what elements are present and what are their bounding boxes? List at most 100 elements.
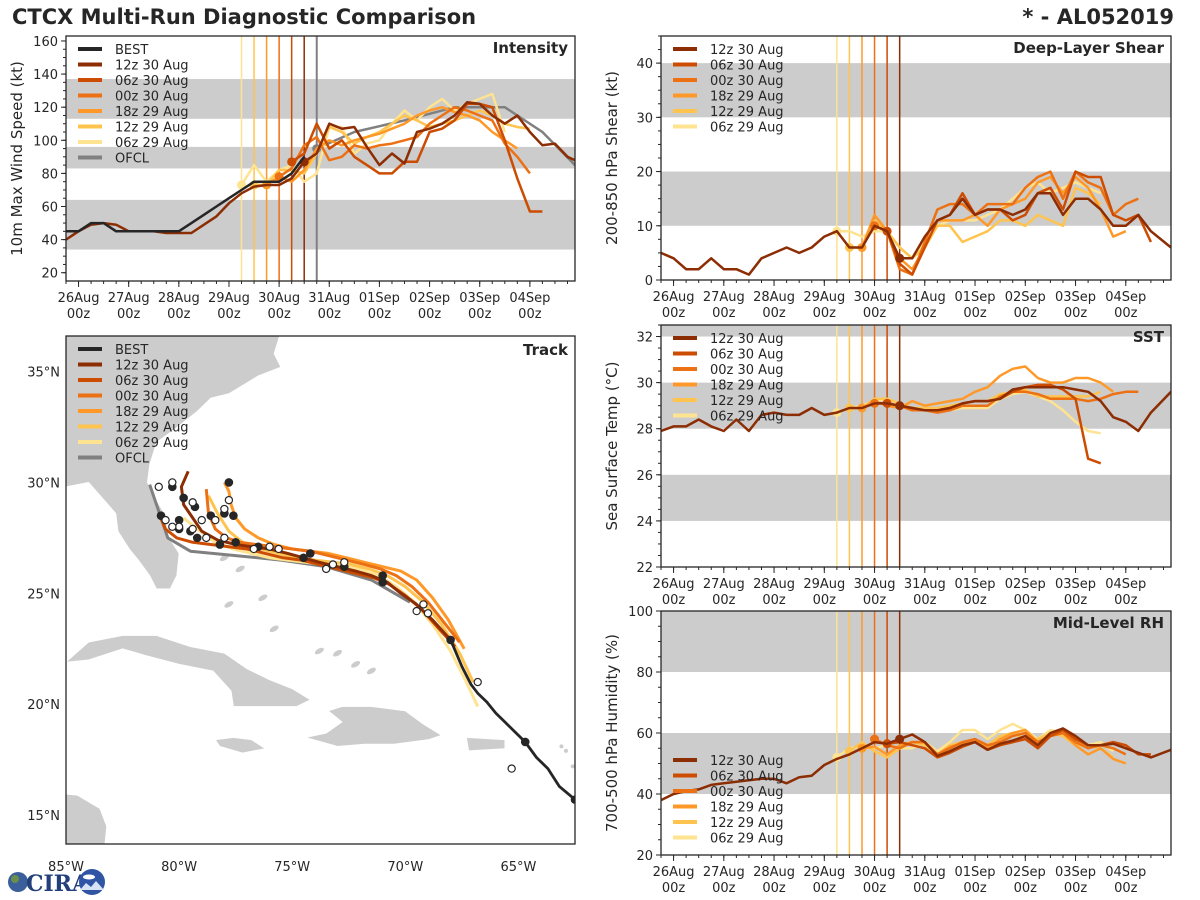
track-marker-filled — [229, 511, 238, 520]
x-tick-label-date: 03Sep — [1055, 577, 1096, 592]
track-marker-filled — [224, 478, 234, 487]
threshold-band — [661, 611, 1171, 672]
landmass-island — [563, 748, 568, 753]
x-tick-label-date: 02Sep — [409, 291, 450, 306]
x-tick-label-hour: 00z — [1064, 881, 1088, 896]
x-tick-label-date: 31Aug — [904, 290, 946, 305]
x-tick-label-date: 28Aug — [753, 577, 795, 592]
x-tick-label-date: 01Sep — [359, 291, 400, 306]
init-marker-12z-30-aug — [895, 253, 905, 263]
landmass-hispaniola — [305, 706, 443, 747]
x-tick-label-hour: 00z — [863, 306, 887, 321]
lon-tick-label: 80°W — [161, 860, 197, 875]
legend-label: 00z 30 Aug — [710, 363, 784, 378]
x-tick-label-date: 30Aug — [854, 865, 896, 880]
threshold-band — [661, 63, 1171, 118]
track-marker-filled — [179, 493, 188, 503]
lon-tick-label: 65°W — [500, 860, 536, 875]
track-marker-filled — [446, 635, 455, 645]
legend-label: 06z 30 Aug — [115, 374, 189, 389]
sst-panel: 22242628303226Aug00z27Aug00z28Aug00z29Au… — [603, 324, 1172, 608]
x-tick-label-date: 02Sep — [1005, 865, 1046, 880]
x-tick-label-date: 28Aug — [753, 290, 795, 305]
x-tick-label-hour: 00z — [963, 881, 987, 896]
y-tick-label: 24 — [636, 515, 653, 530]
plot-frame — [660, 324, 1172, 568]
track-marker-open — [340, 558, 349, 567]
x-tick-label-date: 27Aug — [703, 290, 745, 305]
x-tick-label-hour: 00z — [368, 307, 392, 322]
legend-label: 18z 29 Aug — [115, 405, 189, 420]
x-tick-label-hour: 00z — [712, 306, 736, 321]
x-tick-label-date: 28Aug — [753, 865, 795, 880]
x-tick-label-hour: 00z — [1014, 306, 1038, 321]
y-axis-label: 700-500 hPa Humidity (%) — [603, 634, 621, 832]
track-marker-open — [274, 544, 283, 554]
track-marker-open — [161, 515, 170, 525]
y-axis-label: Sea Surface Temp (°C) — [603, 361, 621, 530]
x-tick-label-hour: 00z — [318, 307, 342, 322]
y-tick-label: 40 — [636, 788, 653, 803]
legend-label: 06z 29 Aug — [115, 136, 189, 151]
y-tick-label: 22 — [636, 561, 653, 576]
y-tick-label: 60 — [636, 727, 653, 742]
legend-label: 00z 30 Aug — [115, 390, 189, 405]
x-tick-label-date: 31Aug — [308, 291, 350, 306]
x-tick-label-date: 04Sep — [509, 291, 550, 306]
track-marker-open — [197, 515, 206, 525]
x-tick-label-date: 30Aug — [854, 290, 896, 305]
lat-tick-label: 25°N — [27, 587, 60, 602]
track-line-best — [449, 639, 575, 801]
track-marker-filled — [231, 538, 240, 547]
x-tick-label-hour: 00z — [813, 306, 837, 321]
legend-label: 18z 29 Aug — [115, 105, 189, 120]
track-marker-filled — [570, 795, 575, 804]
x-tick-label-date: 04Sep — [1105, 865, 1146, 880]
x-tick-label-hour: 00z — [913, 306, 937, 321]
track-marker-open — [224, 495, 234, 505]
x-tick-label-hour: 00z — [1114, 593, 1138, 608]
legend-label: BEST — [115, 43, 148, 58]
y-tick-label: 0 — [645, 274, 653, 289]
landmass-bahamas-island — [332, 649, 342, 657]
x-tick-label-hour: 00z — [913, 593, 937, 608]
plot-area — [66, 36, 575, 281]
track-marker-open — [423, 609, 433, 618]
x-tick-label-hour: 00z — [1064, 593, 1088, 608]
legend-label: 12z 30 Aug — [710, 754, 784, 769]
x-tick-label-hour: 00z — [813, 881, 837, 896]
x-tick-label-hour: 00z — [1064, 306, 1088, 321]
track-marker-filled — [299, 553, 308, 563]
legend-label: 18z 29 Aug — [710, 90, 784, 105]
y-tick-label: 26 — [636, 469, 653, 484]
panel-title: SST — [1133, 328, 1165, 346]
track-marker-open — [328, 560, 338, 569]
plot-frame — [65, 35, 576, 282]
panel-title: Intensity — [493, 39, 569, 57]
y-tick-label: 80 — [636, 666, 653, 681]
track-marker-open — [188, 498, 197, 507]
series-line-12z-30-aug — [661, 191, 1171, 276]
y-tick-label: 28 — [636, 423, 653, 438]
series-line-12z-30-aug — [661, 385, 1171, 433]
landmass-bahamas-island — [258, 594, 268, 602]
x-tick-label-hour: 00z — [267, 307, 291, 322]
y-tick-label: 20 — [41, 267, 58, 282]
plot-area — [661, 36, 1171, 280]
track-marker-open — [507, 764, 516, 773]
x-tick-label-hour: 00z — [167, 307, 191, 322]
x-tick-label-date: 26Aug — [653, 577, 695, 592]
track-marker-open — [202, 533, 211, 543]
legend-label: 06z 30 Aug — [710, 770, 784, 785]
x-tick-label-hour: 00z — [117, 307, 141, 322]
x-tick-label-date: 29Aug — [803, 290, 845, 305]
map-frame — [65, 335, 576, 845]
threshold-band — [66, 199, 575, 250]
x-tick-label-hour: 00z — [762, 306, 786, 321]
landmass-bahamas-island — [235, 565, 245, 573]
x-tick-label-hour: 00z — [1114, 306, 1138, 321]
y-tick-label: 20 — [636, 849, 653, 864]
